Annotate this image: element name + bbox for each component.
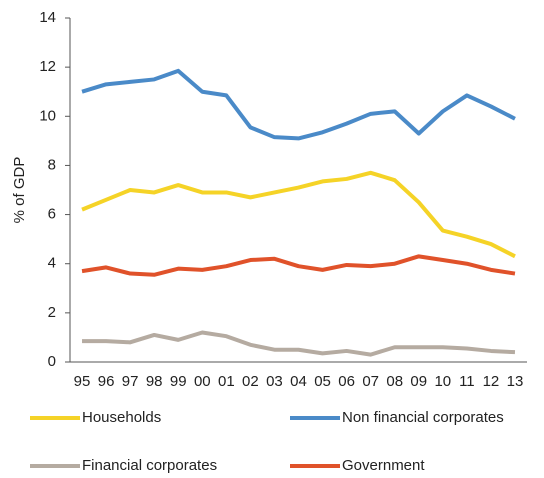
y-tick-label: 10 [39, 107, 56, 124]
y-tick-label: 6 [48, 206, 56, 223]
legend-label: Households [82, 409, 161, 426]
x-tick-label: 02 [242, 373, 259, 390]
x-tick-label: 06 [338, 373, 355, 390]
x-tick-label: 11 [459, 373, 475, 390]
line-series [81, 254, 516, 277]
x-tick-label: 07 [362, 373, 379, 390]
x-tick-label: 97 [122, 373, 139, 390]
x-tick-label: 99 [170, 373, 187, 390]
x-tick-label: 12 [483, 373, 500, 390]
y-tick-label: 12 [39, 58, 56, 75]
x-tick-label: 09 [410, 373, 427, 390]
x-tick-label: 00 [194, 373, 211, 390]
x-tick-label: 13 [507, 373, 524, 390]
line-series [81, 68, 516, 141]
x-tick-label: 04 [290, 373, 307, 390]
x-tick-label: 05 [314, 373, 331, 390]
y-tick-label: 2 [48, 304, 56, 321]
y-tick-label: 14 [39, 9, 56, 26]
legend-label: Financial corporates [82, 457, 217, 474]
x-tick-label: 95 [74, 373, 91, 390]
legend-label: Non financial corporates [342, 409, 504, 426]
y-axis-label: % of GDP [11, 157, 28, 224]
x-tick-label: 96 [98, 373, 115, 390]
line-series [81, 170, 516, 259]
y-tick-label: 0 [48, 353, 56, 370]
x-tick-label: 08 [386, 373, 403, 390]
y-tick-label: 8 [48, 156, 56, 173]
x-tick-label: 01 [218, 373, 235, 390]
x-tick-label: 98 [146, 373, 163, 390]
x-tick-label: 10 [434, 373, 451, 390]
legend-label: Government [342, 457, 425, 474]
y-tick-label: 4 [48, 255, 56, 272]
x-tick-label: 03 [266, 373, 283, 390]
line-series [82, 330, 516, 357]
